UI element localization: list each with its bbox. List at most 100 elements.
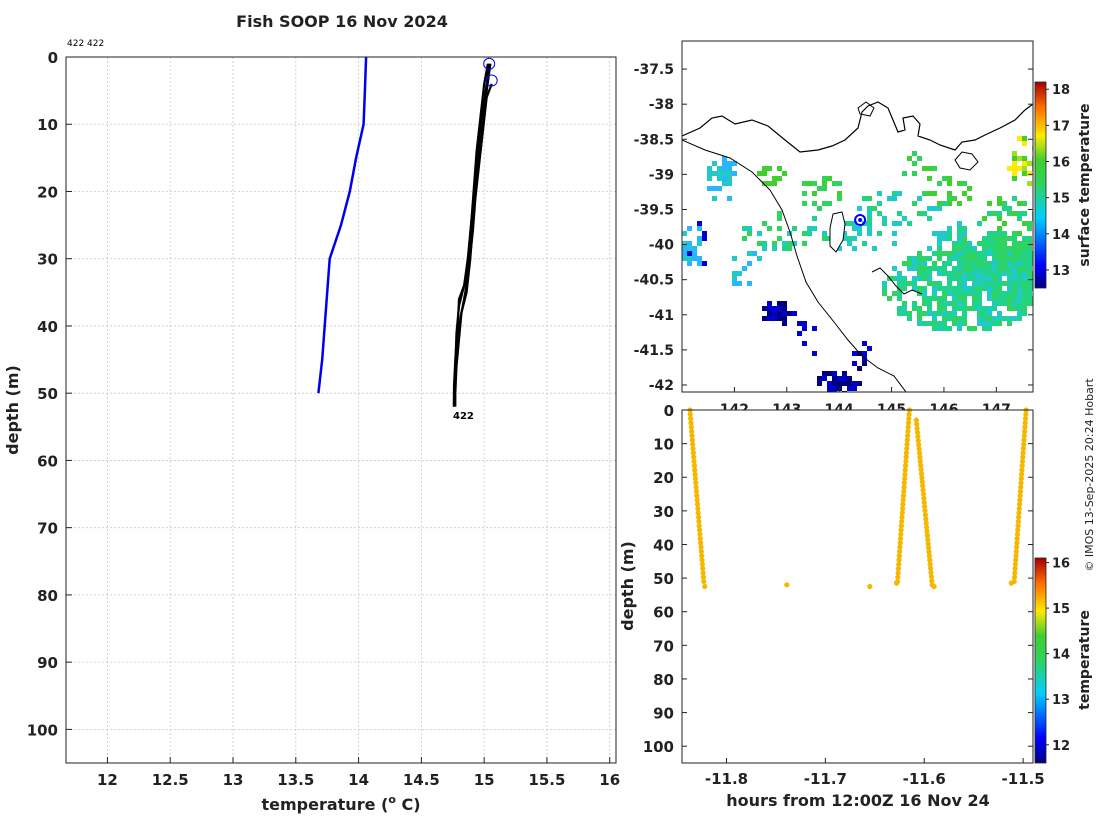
- sst-cell: [802, 231, 807, 236]
- sst-cell: [827, 386, 832, 391]
- sst-cell: [932, 266, 937, 271]
- sst-cell: [707, 186, 712, 191]
- sst-cell: [902, 311, 907, 316]
- sst-cell: [782, 246, 787, 251]
- sst-cell: [837, 381, 842, 386]
- vessel-position-dot: [858, 218, 863, 223]
- time-depth-point: [900, 501, 906, 507]
- sst-cell: [807, 181, 812, 186]
- sst-cell: [917, 316, 922, 321]
- sst-cell: [922, 291, 927, 296]
- sst-cell: [1017, 136, 1022, 141]
- profile-x-tick-label: 15: [474, 771, 495, 789]
- sst-cell: [1017, 211, 1022, 216]
- time-depth-point: [1016, 501, 1023, 507]
- time-depth-point: [898, 527, 904, 533]
- sst-cell: [997, 261, 1002, 266]
- sst-cell: [732, 256, 737, 261]
- time-depth-point: [1014, 540, 1020, 546]
- profile-y-tick-label: 0: [48, 49, 58, 67]
- sst-cell: [852, 236, 857, 241]
- sst-cell: [952, 316, 957, 321]
- time-depth-y-tick-label: 70: [653, 637, 674, 655]
- sst-cell: [747, 261, 752, 266]
- sst-cell: [957, 261, 962, 266]
- sst-cell: [1017, 286, 1022, 291]
- time-depth-y-tick-label: 50: [653, 570, 674, 588]
- sst-cell: [1002, 206, 1007, 211]
- sst-cell: [927, 191, 932, 196]
- sst-cell: [952, 291, 957, 296]
- sst-cell: [1017, 261, 1022, 266]
- sst-cell: [767, 301, 772, 306]
- sst-cell: [832, 376, 837, 381]
- sst-cell: [937, 206, 942, 211]
- sst-cell: [887, 296, 892, 301]
- time-depth-point: [923, 516, 929, 522]
- time-depth-x-ticks: -11.8 -11.7 -11.6 -11.5: [705, 758, 1045, 788]
- time-depth-point: [695, 514, 702, 520]
- sst-cell: [992, 271, 997, 276]
- sst-cell: [762, 181, 767, 186]
- sst-cell: [992, 236, 997, 241]
- sst-cell: [1007, 246, 1012, 251]
- time-depth-point: [915, 433, 921, 440]
- sst-cell: [762, 316, 767, 321]
- sst-cell: [927, 246, 932, 251]
- sst-cell: [972, 296, 977, 301]
- sst-cell: [722, 156, 727, 161]
- sst-cell: [992, 251, 997, 256]
- sst-cell: [912, 171, 917, 176]
- time-depth-point: [690, 445, 696, 452]
- sst-cell: [942, 291, 947, 296]
- map-tasmania-coast: [871, 267, 923, 295]
- sst-cell: [817, 381, 822, 386]
- sst-cell: [992, 316, 997, 321]
- sst-cell: [912, 266, 917, 271]
- sst-cell: [982, 281, 987, 286]
- sst-cell: [932, 231, 937, 236]
- sst-cell: [972, 301, 977, 306]
- sst-colorbar-tick-label: 15: [1052, 192, 1070, 207]
- sst-cell: [777, 176, 782, 181]
- sst-cell: [1002, 221, 1007, 226]
- time-depth-points: [687, 407, 1029, 590]
- sst-cell: [942, 266, 947, 271]
- sst-cell: [732, 271, 737, 276]
- time-depth-point: [1020, 445, 1027, 452]
- sst-cell: [687, 241, 692, 246]
- sst-cell: [992, 321, 997, 326]
- sst-cell: [687, 226, 692, 231]
- sst-cell: [947, 256, 952, 261]
- sst-cell: [697, 221, 702, 226]
- sst-cell: [922, 191, 927, 196]
- sst-cell: [917, 311, 922, 316]
- sst-cell: [1017, 281, 1022, 286]
- time-depth-point: [1020, 454, 1026, 460]
- sst-cell: [1002, 281, 1007, 286]
- sst-cell: [987, 321, 992, 326]
- time-depth-point: [1017, 497, 1023, 503]
- profile-y-tick-label: 10: [37, 116, 58, 134]
- sst-cell: [1022, 271, 1027, 276]
- sst-cell: [797, 321, 802, 326]
- sst-cell: [987, 276, 992, 281]
- sst-cell: [952, 246, 957, 251]
- sst-cell: [987, 241, 992, 246]
- sst-cell: [987, 251, 992, 256]
- sst-cell: [782, 311, 787, 316]
- sst-cell: [1012, 246, 1017, 251]
- sst-cell: [1012, 276, 1017, 281]
- map-y-tick-label: -41: [649, 308, 674, 324]
- sst-cell: [972, 276, 977, 281]
- sst-cell: [912, 276, 917, 281]
- time-depth-point: [922, 512, 929, 518]
- sst-colorbar-tick-label: 18: [1052, 83, 1070, 98]
- sst-cell: [842, 376, 847, 381]
- sst-cell: [737, 281, 742, 286]
- time-depth-point: [902, 463, 909, 469]
- sst-cell: [897, 306, 902, 311]
- sst-cell: [822, 236, 827, 241]
- sst-cell: [972, 246, 977, 251]
- sst-cell: [867, 346, 872, 351]
